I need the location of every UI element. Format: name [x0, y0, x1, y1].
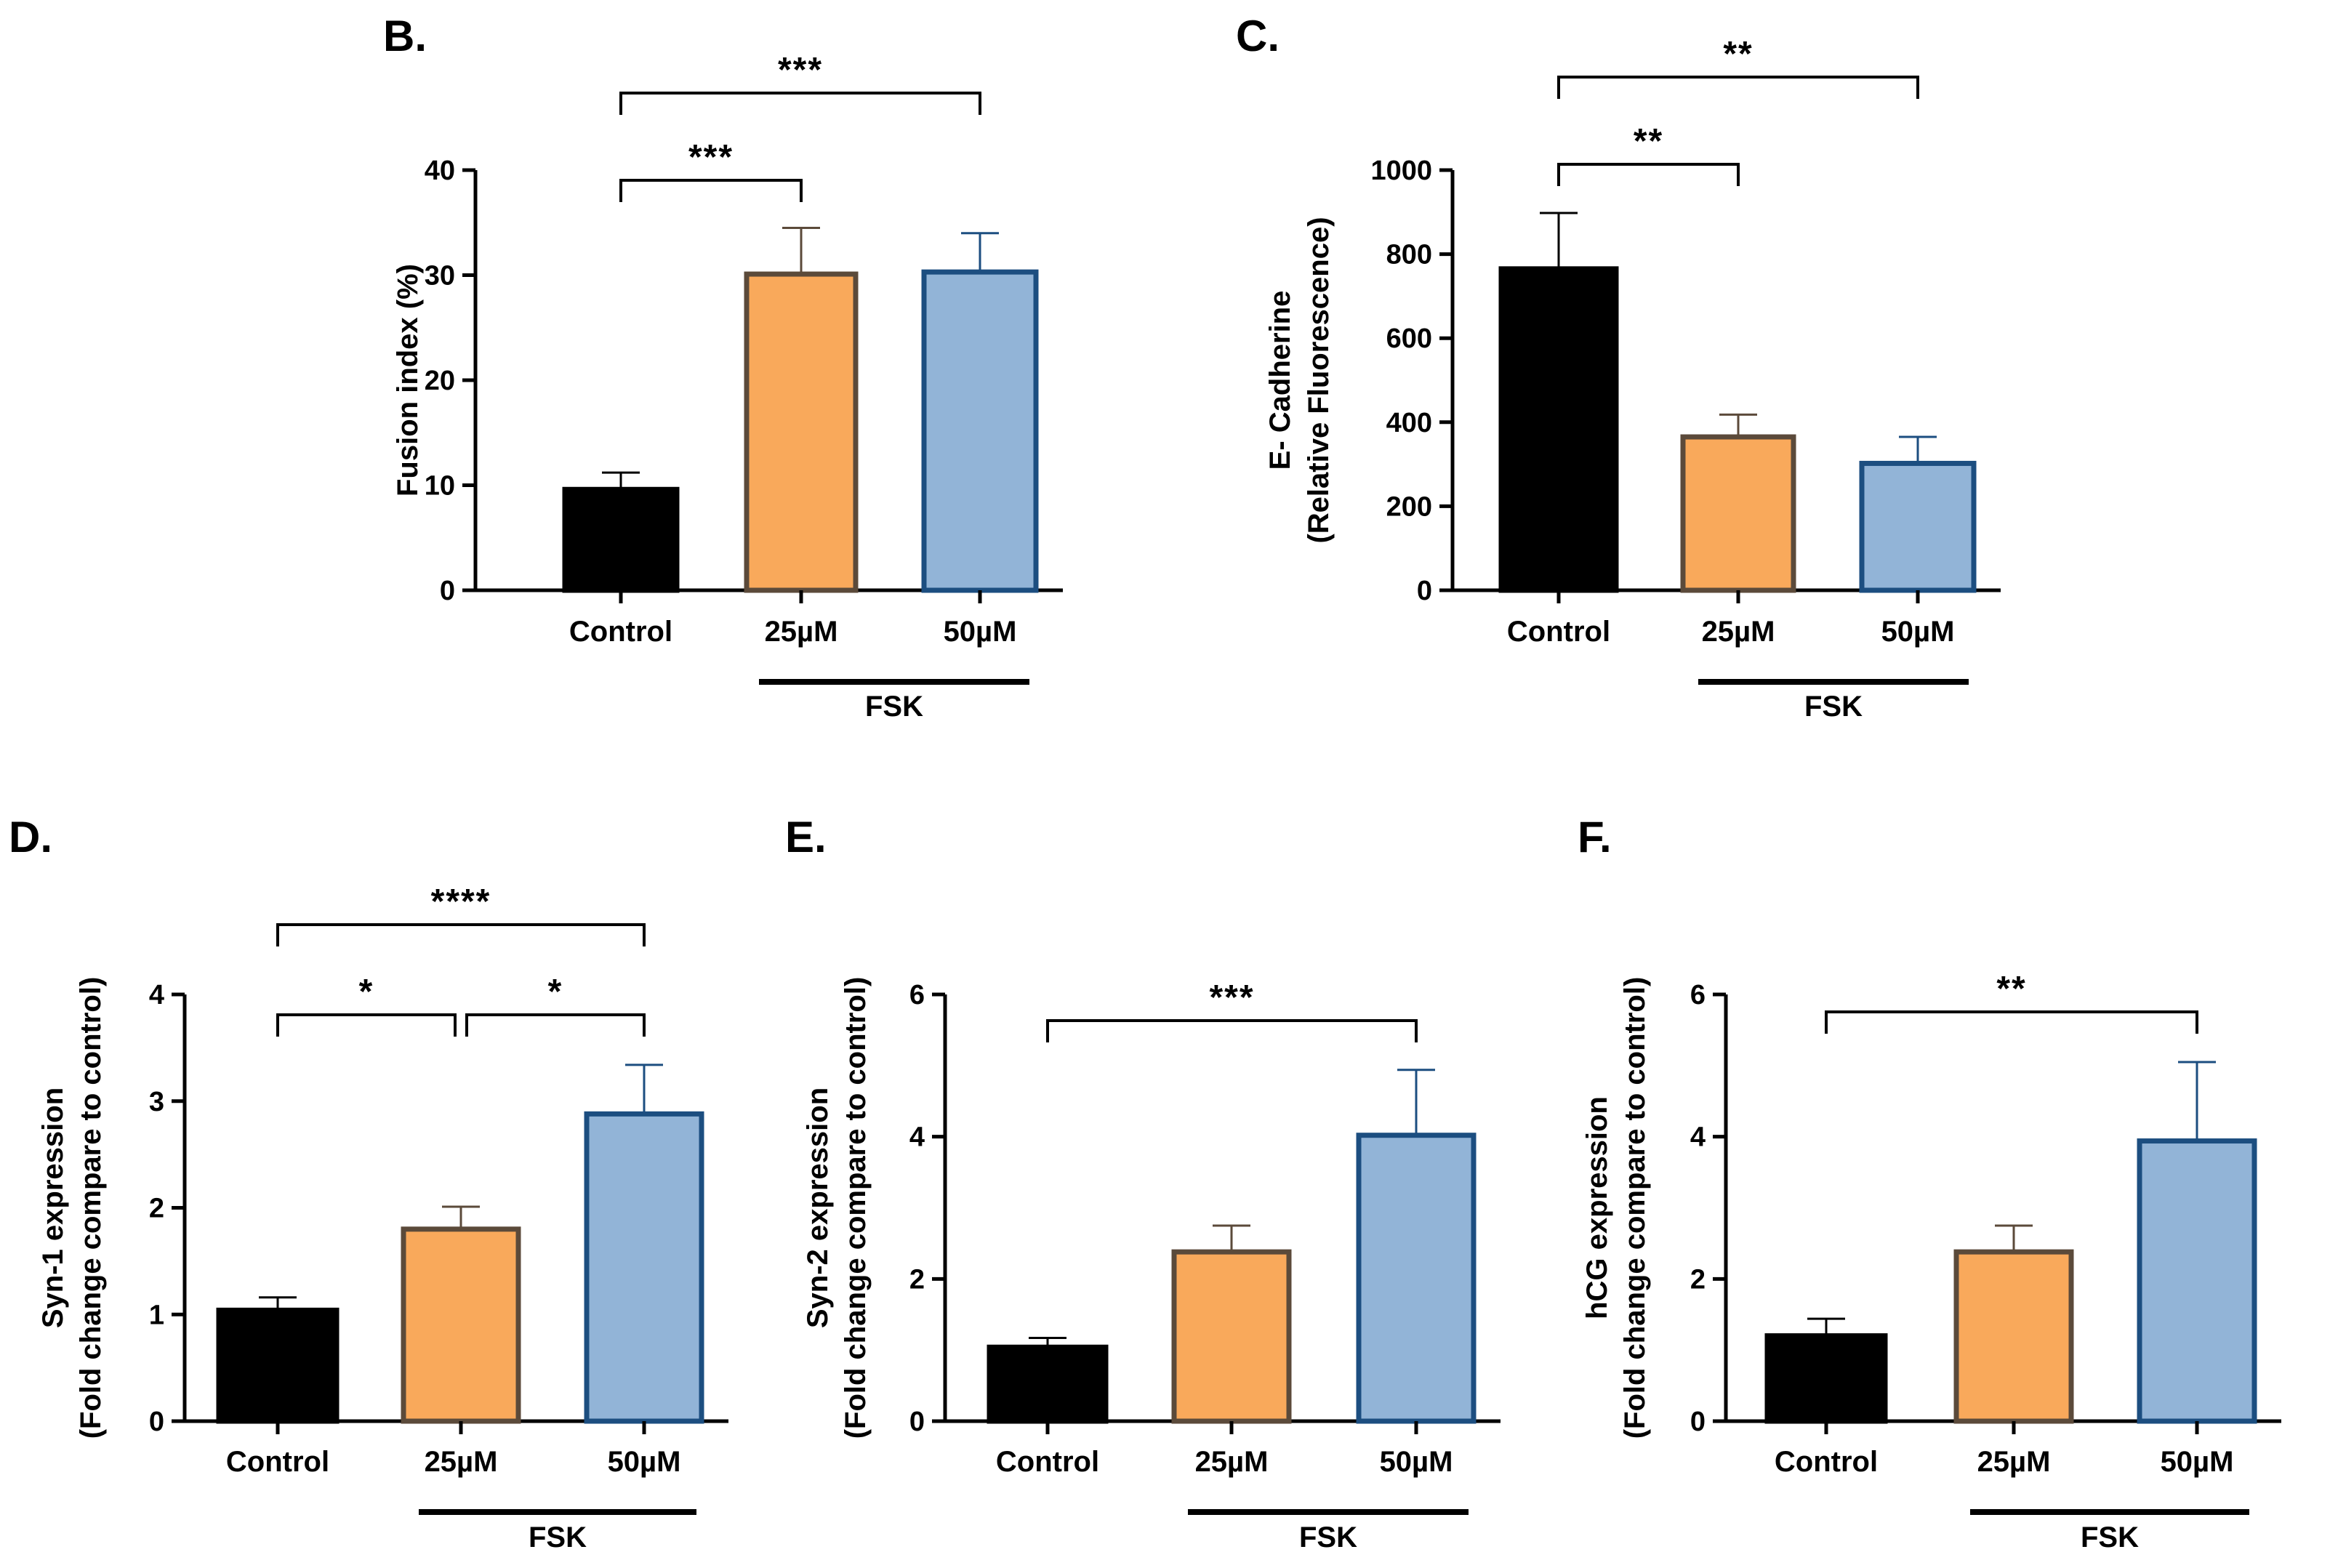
y-tick-label: 800: [1386, 240, 1432, 270]
y-tick-label: 30: [425, 261, 455, 292]
y-tick-label: 0: [440, 576, 455, 606]
y-axis-label: Syn-1 expression: [37, 1087, 69, 1328]
y-tick-label: 4: [909, 1122, 925, 1153]
panel-letter: B.: [383, 12, 427, 60]
x-tick-label: 50µM: [608, 1446, 681, 1478]
panel-letter: F.: [1578, 813, 1612, 861]
y-tick-label: 3: [149, 1087, 164, 1117]
y-axis-label: Fusion index (%): [392, 264, 424, 496]
y-tick-label: 2: [1690, 1264, 1706, 1295]
significance-label: **: [1634, 122, 1663, 161]
bar: [216, 1307, 340, 1424]
bar: [744, 271, 859, 593]
group-label: FSK: [529, 1521, 587, 1553]
y-tick-label: 6: [909, 980, 925, 1010]
x-tick-label: 50µM: [2161, 1446, 2234, 1478]
significance-label: ****: [431, 882, 491, 921]
group-label: FSK: [2081, 1521, 2139, 1553]
y-axis-label: E- Cadherine: [1264, 291, 1296, 470]
x-tick-label: 25µM: [1977, 1446, 2051, 1478]
x-tick-label: 25µM: [765, 616, 838, 648]
x-tick-label: 50µM: [1380, 1446, 1453, 1478]
significance-label: **: [1723, 35, 1753, 73]
x-tick-label: Control: [569, 616, 672, 648]
bar: [1680, 434, 1796, 593]
x-tick-label: Control: [1775, 1446, 1878, 1478]
y-tick-label: 1: [149, 1300, 164, 1330]
panel-letter: D.: [9, 813, 52, 861]
bar: [584, 1111, 704, 1424]
y-axis-label: (Fold change compare to control): [75, 977, 107, 1439]
y-tick-label: 1000: [1370, 156, 1432, 186]
x-tick-label: 25µM: [425, 1446, 498, 1478]
bar: [562, 486, 680, 593]
significance-label: ***: [688, 138, 734, 177]
y-axis-label: (Fold change compare to control): [840, 977, 872, 1439]
significance-label: *: [548, 973, 563, 1011]
group-label: FSK: [865, 691, 923, 723]
y-axis-label: (Relative Fluorescence): [1303, 217, 1335, 543]
bar: [921, 269, 1039, 593]
panel-letter: C.: [1236, 12, 1280, 60]
y-axis-label: hCG expression: [1581, 1096, 1613, 1319]
y-tick-label: 200: [1386, 491, 1432, 522]
bar: [1498, 266, 1619, 593]
significance-bracket: [1046, 1019, 1418, 1042]
panel-f: F. hCG expression (Fold change compare to …: [1578, 813, 2281, 1553]
y-axis-label: (Fold change compare to control): [1619, 977, 1651, 1439]
significance-bracket: [619, 92, 981, 115]
panel-d: D. Syn-1 expression (Fold change compare t…: [9, 813, 728, 1553]
bar: [401, 1226, 521, 1424]
significance-bracket: [619, 179, 803, 202]
panel-b: B. Fusion index (%) 0 10 20 30 40 Control 25µM 50…: [383, 12, 1063, 723]
significance-label: ***: [1209, 978, 1254, 1017]
group-label: FSK: [1804, 691, 1863, 723]
x-tick-label: 25µM: [1195, 1446, 1269, 1478]
significance-bracket: [1825, 1010, 2198, 1034]
group-label: FSK: [1299, 1521, 1357, 1553]
x-tick-label: Control: [226, 1446, 329, 1478]
y-tick-label: 4: [1690, 1122, 1706, 1153]
significance-label: ***: [778, 51, 823, 89]
x-tick-label: Control: [1507, 616, 1610, 648]
y-tick-label: 4: [149, 980, 164, 1010]
x-tick-label: 25µM: [1702, 616, 1775, 648]
bar: [1171, 1249, 1292, 1424]
significance-label: *: [359, 973, 374, 1011]
significance-bracket: [276, 923, 646, 946]
y-tick-label: 10: [425, 471, 455, 502]
y-tick-label: 20: [425, 366, 455, 396]
panel-c: C. E- Cadherine (Relative Fluorescence) 0 20…: [1236, 12, 2001, 723]
y-tick-label: 600: [1386, 323, 1432, 354]
bar: [1953, 1249, 2074, 1424]
y-tick-label: 0: [1690, 1407, 1706, 1437]
y-tick-label: 0: [909, 1407, 925, 1437]
significance-label: **: [1996, 970, 2026, 1008]
significance-bracket: [276, 1013, 457, 1037]
bar: [987, 1344, 1109, 1424]
significance-bracket: [1557, 163, 1740, 186]
y-tick-label: 400: [1386, 408, 1432, 438]
bar: [1356, 1133, 1477, 1424]
panel-e: E. Syn-2 expression (Fold change compare t…: [785, 813, 1501, 1553]
y-tick-label: 0: [1417, 576, 1432, 606]
panel-letter: E.: [785, 813, 827, 861]
y-tick-label: 0: [149, 1407, 164, 1437]
y-tick-label: 40: [425, 156, 455, 186]
x-tick-label: Control: [996, 1446, 1099, 1478]
x-tick-label: 50µM: [1881, 616, 1955, 648]
bar: [2137, 1138, 2257, 1424]
significance-bracket: [1557, 76, 1919, 99]
y-tick-label: 2: [909, 1264, 925, 1295]
y-axis-label: Syn-2 expression: [802, 1087, 834, 1328]
y-tick-label: 6: [1690, 980, 1706, 1010]
x-tick-label: 50µM: [944, 616, 1017, 648]
bar: [1764, 1333, 1888, 1424]
significance-bracket: [465, 1013, 646, 1037]
bar: [1859, 460, 1977, 593]
y-tick-label: 2: [149, 1194, 164, 1224]
